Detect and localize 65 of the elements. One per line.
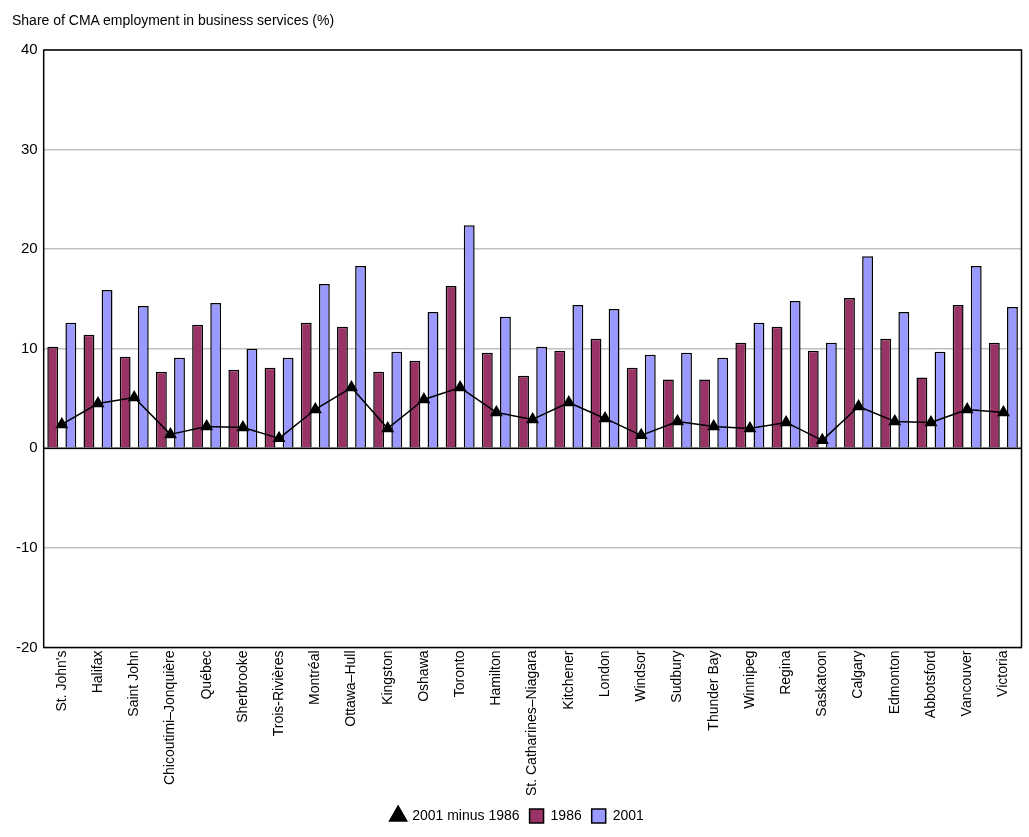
y-tick-label: -20 — [15, 637, 38, 655]
point — [418, 392, 430, 404]
x-tick-label: Ottawa–Hull — [342, 650, 359, 727]
point — [273, 431, 286, 443]
x-tick-label: Kingston — [378, 650, 395, 705]
point — [526, 412, 539, 424]
x-tick-label: Sherbrooke — [233, 650, 250, 723]
point — [381, 421, 394, 433]
x-tick-label: Hamilton — [487, 650, 504, 706]
point — [55, 417, 68, 429]
x-tick-label: Saint John — [125, 650, 142, 717]
x-tick-label: Windsor — [632, 650, 649, 702]
point — [671, 414, 684, 426]
point — [780, 415, 793, 427]
point — [816, 433, 829, 445]
y-tick-label: 0 — [29, 438, 38, 456]
x-tick-label: St. Catharines–Niagara — [523, 650, 540, 797]
x-tick-label: Québec — [197, 650, 214, 700]
chart-title: Share of CMA employment in business services (%) — [12, 12, 335, 28]
x-tick-label: Vancouver — [958, 650, 975, 717]
y-tick-label: 10 — [20, 338, 38, 356]
point — [164, 427, 177, 439]
x-tick-label: Winnipeg — [740, 650, 757, 709]
x-tick-label: Toronto — [451, 650, 468, 698]
x-tick-label: Montréal — [306, 650, 323, 705]
y-tick-label: 30 — [20, 139, 38, 157]
legend-label: 1986 — [550, 806, 582, 823]
x-tick-label: Oshawa — [414, 650, 431, 702]
point — [490, 405, 503, 417]
point — [236, 420, 249, 432]
point — [925, 415, 937, 427]
x-tick-label: Calgary — [849, 650, 866, 699]
x-tick-label: Kitchener — [559, 650, 576, 710]
point — [997, 405, 1010, 417]
point — [961, 402, 974, 414]
point — [635, 428, 648, 440]
point — [92, 396, 104, 408]
point — [599, 411, 611, 423]
point — [743, 421, 756, 433]
x-tick-label: Chicoutimi–Jonquière — [161, 650, 178, 786]
point — [345, 380, 358, 392]
x-tick-label: Sudbury — [668, 650, 685, 703]
x-tick-label: Victoria — [994, 650, 1011, 697]
x-tick-label: Edmonton — [885, 650, 902, 715]
point — [128, 390, 141, 402]
x-tick-label: London — [595, 650, 612, 698]
legend-label: 2001 — [612, 806, 645, 823]
x-tick-label: Abbotsford — [921, 650, 938, 719]
point — [707, 419, 720, 431]
x-tick-label: St. John's — [52, 650, 69, 712]
point — [309, 402, 322, 414]
y-tick-label: -10 — [15, 538, 38, 556]
point — [888, 414, 901, 426]
x-tick-label: Regina — [776, 650, 793, 695]
legend-label: 2001 minus 1986 — [412, 806, 520, 823]
x-tick-label: Thunder Bay — [704, 650, 721, 731]
y-tick-label: 40 — [20, 40, 38, 58]
x-tick-label: Halifax — [88, 650, 105, 694]
point — [200, 419, 213, 431]
point — [454, 380, 467, 392]
point — [562, 395, 575, 407]
y-tick-label: 20 — [20, 239, 38, 257]
x-tick-label: Saskatoon — [813, 650, 830, 717]
point — [852, 399, 865, 411]
x-tick-label: Trois-Rivières — [269, 650, 286, 737]
